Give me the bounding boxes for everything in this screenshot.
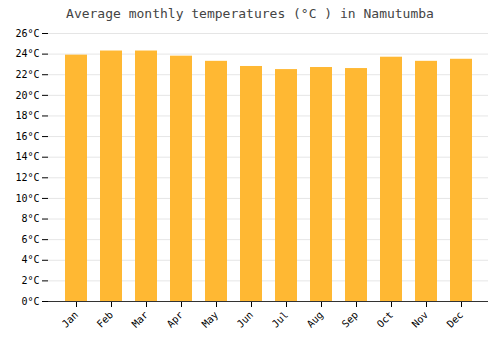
svg-text:Mar: Mar [130,309,151,330]
svg-text:0°C: 0°C [21,296,39,307]
svg-text:Jan: Jan [60,309,81,330]
svg-text:20°C: 20°C [15,90,39,101]
svg-text:26°C: 26°C [15,28,39,39]
svg-text:4°C: 4°C [21,254,39,265]
svg-text:Dec: Dec [445,309,466,330]
svg-text:18°C: 18°C [15,110,39,121]
svg-text:Feb: Feb [95,309,116,330]
svg-text:Jun: Jun [235,309,256,330]
svg-text:Sep: Sep [340,309,361,330]
svg-text:May: May [200,309,221,330]
svg-text:12°C: 12°C [15,172,39,183]
svg-text:Apr: Apr [165,309,186,330]
svg-text:Oct: Oct [375,309,396,330]
svg-text:Nov: Nov [410,309,431,330]
svg-text:6°C: 6°C [21,234,39,245]
svg-text:8°C: 8°C [21,213,39,224]
svg-text:16°C: 16°C [15,131,39,142]
html-text:Average monthly temperatures (: Average monthly temperatures (°C ) in Na… [66,6,434,21]
svg-text:22°C: 22°C [15,69,39,80]
svg-text:14°C: 14°C [15,151,39,162]
svg-text:Jul: Jul [270,309,291,330]
svg-text:10°C: 10°C [15,193,39,204]
svg-text:Aug: Aug [305,309,326,330]
svg-text:2°C: 2°C [21,275,39,286]
svg-text:24°C: 24°C [15,48,39,59]
